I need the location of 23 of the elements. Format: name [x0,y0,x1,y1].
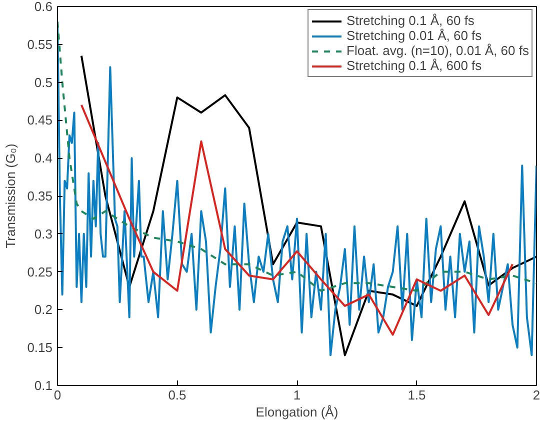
y-tick-label: 0.3 [34,226,53,242]
line-series [80,104,514,336]
y-tick-label: 0.1 [34,378,53,393]
x-axis-title: Elongation (Å) [256,404,338,420]
y-tick-label: 0.4 [34,150,53,166]
y-tick-label: 0.15 [27,340,53,356]
y-tick-label: 0.25 [27,264,53,280]
x-tick-label: 1 [293,388,301,402]
x-tick-label: 1.5 [408,388,426,402]
y-axis-title: Transmission (G₀) [3,144,18,248]
y-tick-label: 0.55 [27,36,53,52]
y-tick-label: 0.35 [27,188,53,204]
y-tick-label: 0.2 [34,302,53,318]
y-tick-label: 0.5 [34,74,53,90]
legend-label: Stretching 0.1 Å, 60 fs [346,13,474,28]
x-tick-label: 0 [54,388,62,402]
legend-label: Float. avg. (n=10), 0.01 Å, 60 fs [346,43,529,58]
y-tick-label: 0.45 [27,112,53,128]
y-tick-label: 0.6 [34,0,53,14]
x-tick-label: 2 [532,388,540,402]
x-tick-label: 0.5 [168,388,186,402]
legend-label: Stretching 0.01 Å, 60 fs [346,28,482,43]
legend-label: Stretching 0.1 Å, 600 fs [346,58,482,73]
